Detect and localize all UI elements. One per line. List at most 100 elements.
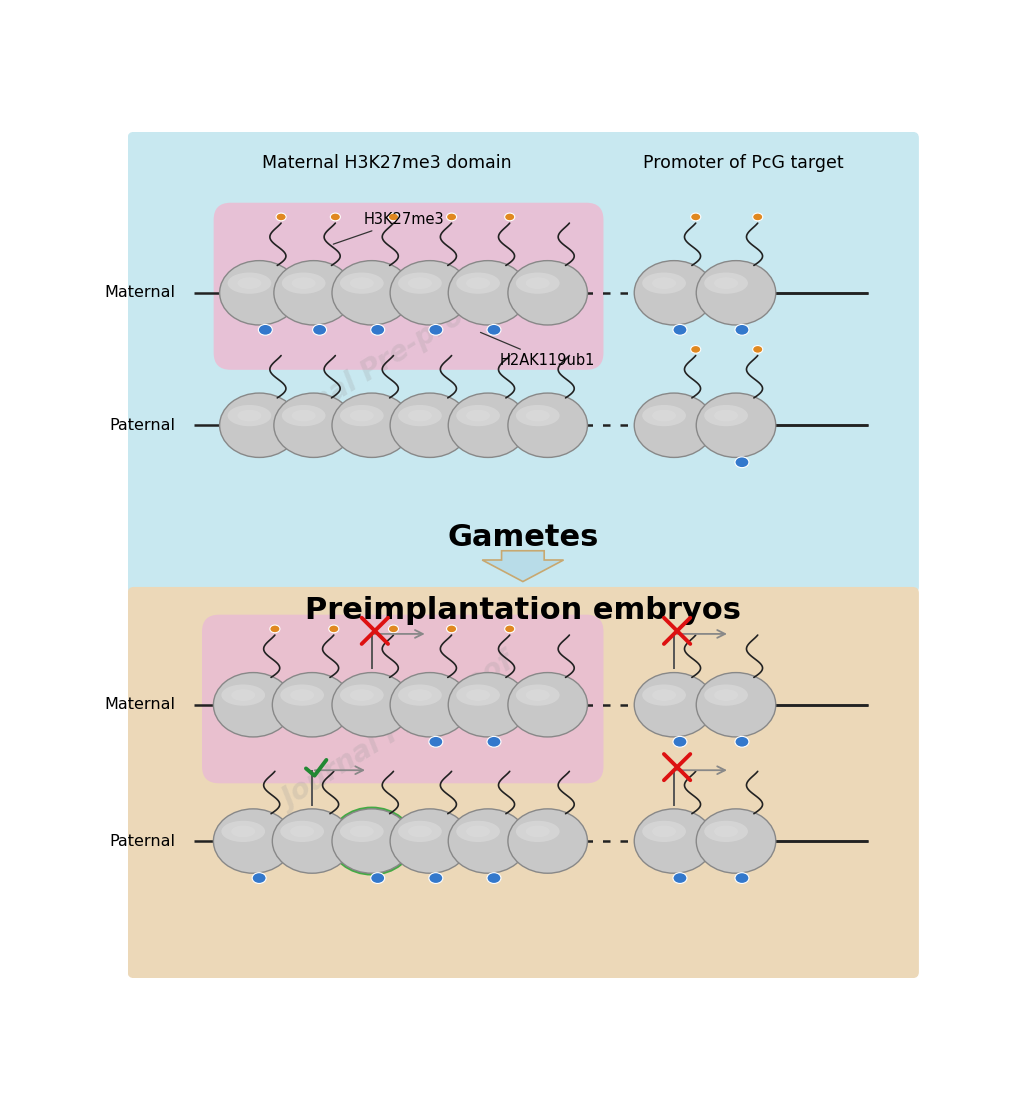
Ellipse shape (281, 821, 324, 842)
Ellipse shape (504, 625, 515, 633)
Ellipse shape (456, 273, 500, 293)
Ellipse shape (696, 393, 776, 457)
Ellipse shape (690, 345, 700, 353)
Ellipse shape (642, 821, 686, 842)
Text: Maternal: Maternal (105, 697, 176, 712)
Ellipse shape (634, 809, 714, 874)
Ellipse shape (752, 213, 763, 221)
Ellipse shape (340, 821, 384, 842)
Text: Gametes: Gametes (447, 523, 598, 552)
Ellipse shape (408, 410, 432, 421)
Ellipse shape (652, 689, 676, 701)
Ellipse shape (252, 873, 266, 884)
Ellipse shape (429, 324, 443, 335)
Ellipse shape (696, 260, 776, 325)
Ellipse shape (714, 825, 738, 837)
Ellipse shape (448, 809, 528, 874)
Ellipse shape (213, 809, 293, 874)
Text: Maternal: Maternal (105, 286, 176, 300)
Ellipse shape (238, 277, 261, 289)
Ellipse shape (398, 685, 442, 706)
Ellipse shape (398, 404, 442, 426)
Ellipse shape (735, 736, 749, 747)
FancyBboxPatch shape (202, 614, 603, 784)
Ellipse shape (642, 273, 686, 293)
Ellipse shape (329, 625, 339, 633)
Ellipse shape (390, 393, 470, 457)
Ellipse shape (504, 213, 515, 221)
FancyBboxPatch shape (128, 587, 919, 978)
Ellipse shape (390, 673, 470, 737)
Ellipse shape (456, 685, 500, 706)
Ellipse shape (704, 821, 748, 842)
Ellipse shape (332, 673, 411, 737)
Ellipse shape (467, 277, 490, 289)
Ellipse shape (516, 273, 560, 293)
Ellipse shape (312, 324, 327, 335)
Text: Paternal: Paternal (109, 833, 176, 848)
Ellipse shape (467, 689, 490, 701)
Ellipse shape (516, 821, 560, 842)
Ellipse shape (331, 213, 340, 221)
Ellipse shape (467, 410, 490, 421)
Ellipse shape (673, 324, 687, 335)
Ellipse shape (408, 277, 432, 289)
Ellipse shape (228, 404, 272, 426)
Ellipse shape (673, 736, 687, 747)
Ellipse shape (408, 689, 432, 701)
Ellipse shape (448, 393, 528, 457)
Ellipse shape (220, 393, 299, 457)
Text: Maternal H3K27me3 domain: Maternal H3K27me3 domain (262, 155, 513, 173)
Ellipse shape (408, 825, 432, 837)
Ellipse shape (281, 685, 324, 706)
Ellipse shape (350, 410, 374, 421)
Ellipse shape (642, 404, 686, 426)
Ellipse shape (222, 685, 265, 706)
Ellipse shape (652, 410, 676, 421)
Ellipse shape (487, 873, 501, 884)
Ellipse shape (507, 673, 587, 737)
Ellipse shape (652, 825, 676, 837)
Ellipse shape (388, 213, 398, 221)
Ellipse shape (270, 625, 280, 633)
Ellipse shape (526, 410, 549, 421)
Ellipse shape (292, 410, 315, 421)
Ellipse shape (332, 260, 411, 325)
Ellipse shape (290, 689, 314, 701)
Ellipse shape (388, 625, 398, 633)
Ellipse shape (526, 689, 549, 701)
Ellipse shape (371, 873, 385, 884)
Ellipse shape (350, 277, 374, 289)
Ellipse shape (398, 821, 442, 842)
Ellipse shape (752, 345, 763, 353)
Ellipse shape (350, 825, 374, 837)
Ellipse shape (292, 277, 315, 289)
Text: H2AK119ub1: H2AK119ub1 (481, 332, 595, 368)
Text: Paternal: Paternal (109, 418, 176, 433)
Ellipse shape (276, 213, 286, 221)
Ellipse shape (446, 213, 456, 221)
Ellipse shape (456, 821, 500, 842)
Ellipse shape (704, 685, 748, 706)
Ellipse shape (390, 260, 470, 325)
FancyBboxPatch shape (128, 132, 919, 593)
Ellipse shape (228, 273, 272, 293)
Ellipse shape (274, 260, 353, 325)
Ellipse shape (735, 457, 749, 468)
Ellipse shape (350, 689, 374, 701)
Ellipse shape (213, 673, 293, 737)
Text: H3K27me3: H3K27me3 (333, 212, 444, 244)
Ellipse shape (282, 273, 326, 293)
Ellipse shape (371, 324, 385, 335)
FancyArrow shape (482, 551, 564, 581)
Ellipse shape (714, 277, 738, 289)
Ellipse shape (507, 260, 587, 325)
Ellipse shape (696, 673, 776, 737)
Ellipse shape (526, 277, 549, 289)
Ellipse shape (487, 324, 501, 335)
Ellipse shape (507, 809, 587, 874)
Ellipse shape (714, 689, 738, 701)
Ellipse shape (634, 673, 714, 737)
Ellipse shape (735, 324, 749, 335)
Ellipse shape (652, 277, 676, 289)
